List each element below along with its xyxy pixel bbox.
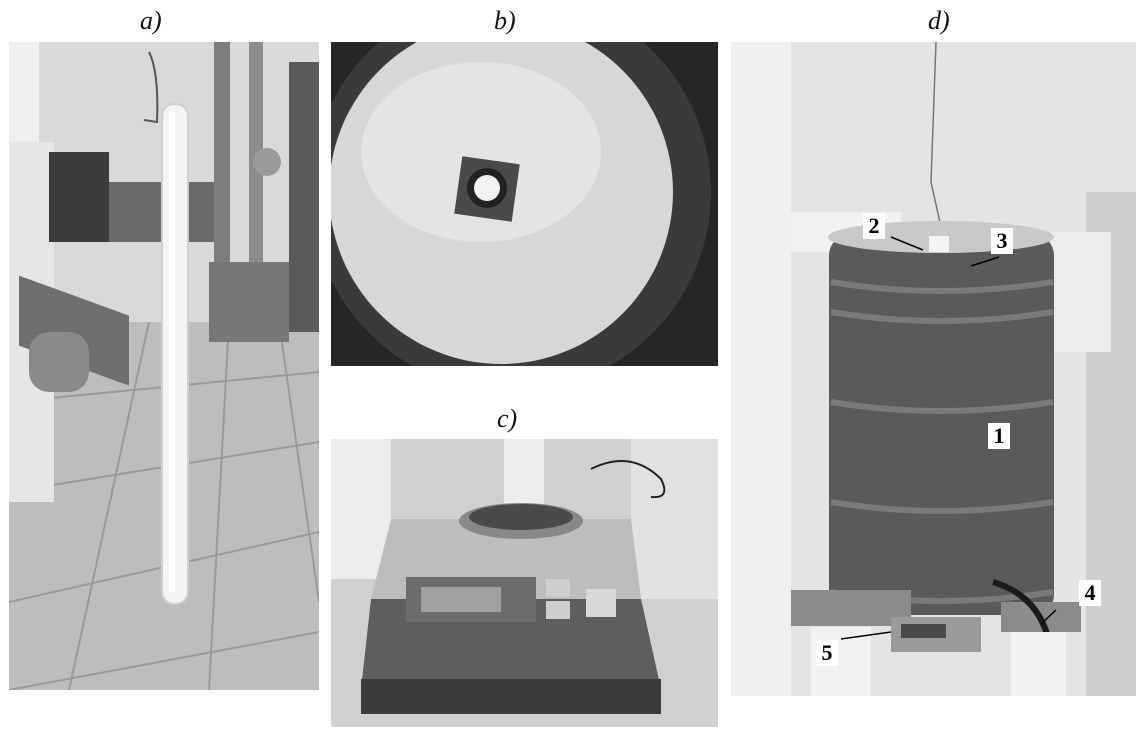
panel-label-b: b) — [494, 6, 516, 35]
panel-label-c: c) — [497, 404, 518, 433]
callout-2: 2 — [863, 213, 885, 239]
callout-1: 1 — [988, 423, 1010, 449]
callout-4: 4 — [1079, 580, 1101, 606]
panel-label-d: d) — [928, 6, 950, 35]
photo-d-barrel-setup — [731, 42, 1136, 696]
callout-3: 3 — [991, 228, 1013, 254]
photo-a-tube — [9, 42, 319, 690]
callout-5: 5 — [816, 640, 838, 666]
panel-label-a: a) — [140, 6, 162, 35]
photo-b-top-view — [331, 42, 718, 366]
photo-c-scale — [331, 439, 718, 727]
